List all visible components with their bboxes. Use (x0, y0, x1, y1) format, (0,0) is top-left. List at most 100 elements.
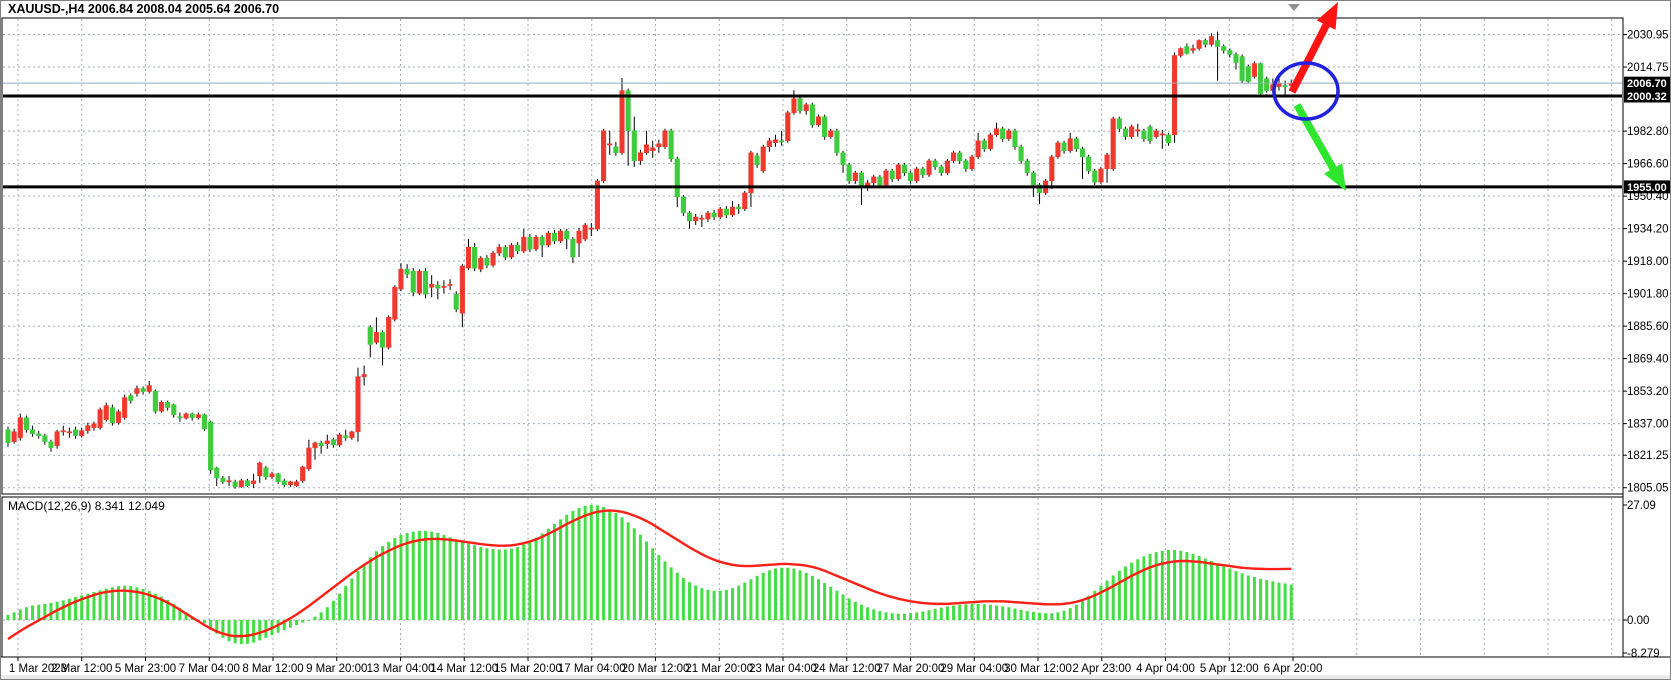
candle-body (834, 130, 840, 154)
candle-body (1239, 56, 1245, 81)
candle-body (324, 440, 330, 444)
chart-shift-marker-icon[interactable] (1288, 4, 1300, 11)
candle-body (699, 217, 705, 220)
macd-histogram-bar (694, 585, 698, 620)
macd-histogram-bar (712, 590, 716, 620)
candle-body (97, 409, 103, 428)
price-badge (1624, 76, 1671, 90)
macd-histogram-bar (104, 588, 108, 620)
candle-body (754, 155, 760, 166)
candle-body (1153, 130, 1159, 137)
macd-histogram-bar (976, 603, 980, 620)
macd-histogram-bar (1099, 585, 1103, 620)
candle-body (852, 172, 858, 182)
candle-body (140, 388, 146, 392)
macd-histogram-bar (1025, 611, 1029, 620)
macd-histogram-bar (417, 530, 421, 620)
macd-histogram-bar (1154, 552, 1158, 620)
macd-histogram-bar (448, 537, 452, 620)
macd-histogram-bar (368, 557, 372, 620)
macd-histogram-bar (1277, 582, 1281, 620)
macd-histogram-bar (1074, 604, 1078, 620)
candle-body (355, 376, 361, 433)
macd-histogram-bar (902, 613, 906, 620)
candle-body (361, 374, 367, 377)
macd-histogram-bar (202, 620, 206, 624)
macd-histogram-bar (123, 585, 127, 620)
candle-body (1227, 50, 1233, 55)
candle-body (883, 170, 889, 186)
macd-histogram-bar (540, 533, 544, 620)
candle-body (281, 480, 287, 486)
time-axis-label: 24 Mar 12:00 (813, 663, 881, 675)
candle-body (343, 435, 349, 438)
candle-body (877, 176, 883, 186)
macd-histogram-bar (1105, 580, 1109, 620)
macd-histogram-bar (1031, 611, 1035, 620)
macd-histogram-bar (724, 589, 728, 620)
candle-body (1098, 168, 1104, 183)
price-axis-label: 1934.20 (1627, 224, 1669, 236)
time-axis-label: 5 Mar 23:00 (115, 663, 176, 675)
candle-body (908, 172, 914, 182)
time-axis-label: 15 Mar 20:00 (494, 663, 562, 675)
macd-histogram-bar (1013, 608, 1017, 620)
highlight-ellipse[interactable] (1272, 61, 1340, 121)
macd-histogram-bar (442, 535, 446, 620)
drawing-objects[interactable] (1272, 2, 1346, 191)
macd-histogram-bar (350, 578, 354, 620)
candle-body (79, 430, 85, 436)
macd-histogram-bar (700, 588, 704, 620)
candle-body (459, 265, 465, 314)
candle-body (337, 434, 343, 446)
candle-body (23, 417, 29, 430)
candle-body (729, 206, 736, 216)
macd-histogram-bar (749, 579, 753, 620)
macd-histogram-bar (1038, 612, 1042, 620)
candle-body (717, 208, 723, 218)
candle-body (410, 270, 416, 293)
horizontal-line-objects[interactable] (3, 82, 1622, 189)
candle-body (189, 413, 195, 418)
buy-arrow-head[interactable] (1316, 2, 1338, 30)
price-pane-frame[interactable] (1, 17, 1624, 495)
candle-body (858, 172, 865, 188)
candle-body (48, 441, 54, 448)
macd-histogram-bar (767, 570, 771, 620)
buy-arrow-shaft[interactable] (1288, 18, 1333, 94)
macd-histogram-bar (786, 567, 790, 620)
price-axis-label: 1869.40 (1627, 354, 1669, 366)
macd-histogram-bar (92, 591, 96, 620)
candle-body (122, 397, 128, 418)
candle-body (300, 466, 306, 482)
candle-body (1049, 156, 1055, 182)
candle-body (1159, 133, 1165, 136)
macd-histogram-bar (933, 608, 937, 620)
candle-body (1036, 184, 1043, 194)
macd-histogram-bar (835, 590, 839, 620)
grid-lines (3, 19, 1622, 656)
sell-arrow-head[interactable] (1324, 163, 1346, 191)
macd-histogram-bar (915, 612, 919, 620)
macd-histogram-bar (804, 572, 808, 620)
candle-body (1196, 40, 1202, 49)
candle-body (490, 252, 496, 266)
price-axis-label: 1853.20 (1627, 386, 1669, 398)
candle-body (1116, 118, 1122, 129)
candle-body (318, 442, 324, 446)
macd-histogram-bar (761, 572, 765, 620)
macd-histogram-bar (829, 586, 833, 620)
candle-body (109, 407, 115, 423)
macd-histogram-bar (1216, 563, 1220, 620)
candle-body (1165, 134, 1172, 144)
sell-arrow-shaft[interactable] (1293, 103, 1340, 176)
candle-body (244, 480, 251, 487)
macd-histogram-bar (1160, 550, 1164, 620)
time-axis-label: 17 Mar 04:00 (558, 663, 626, 675)
macd-histogram-bar (473, 545, 477, 620)
macd-histogram-bar (995, 605, 999, 620)
macd-histogram-bar (227, 620, 231, 642)
candle-body (1221, 46, 1227, 51)
macd-histogram-bar (301, 620, 305, 623)
